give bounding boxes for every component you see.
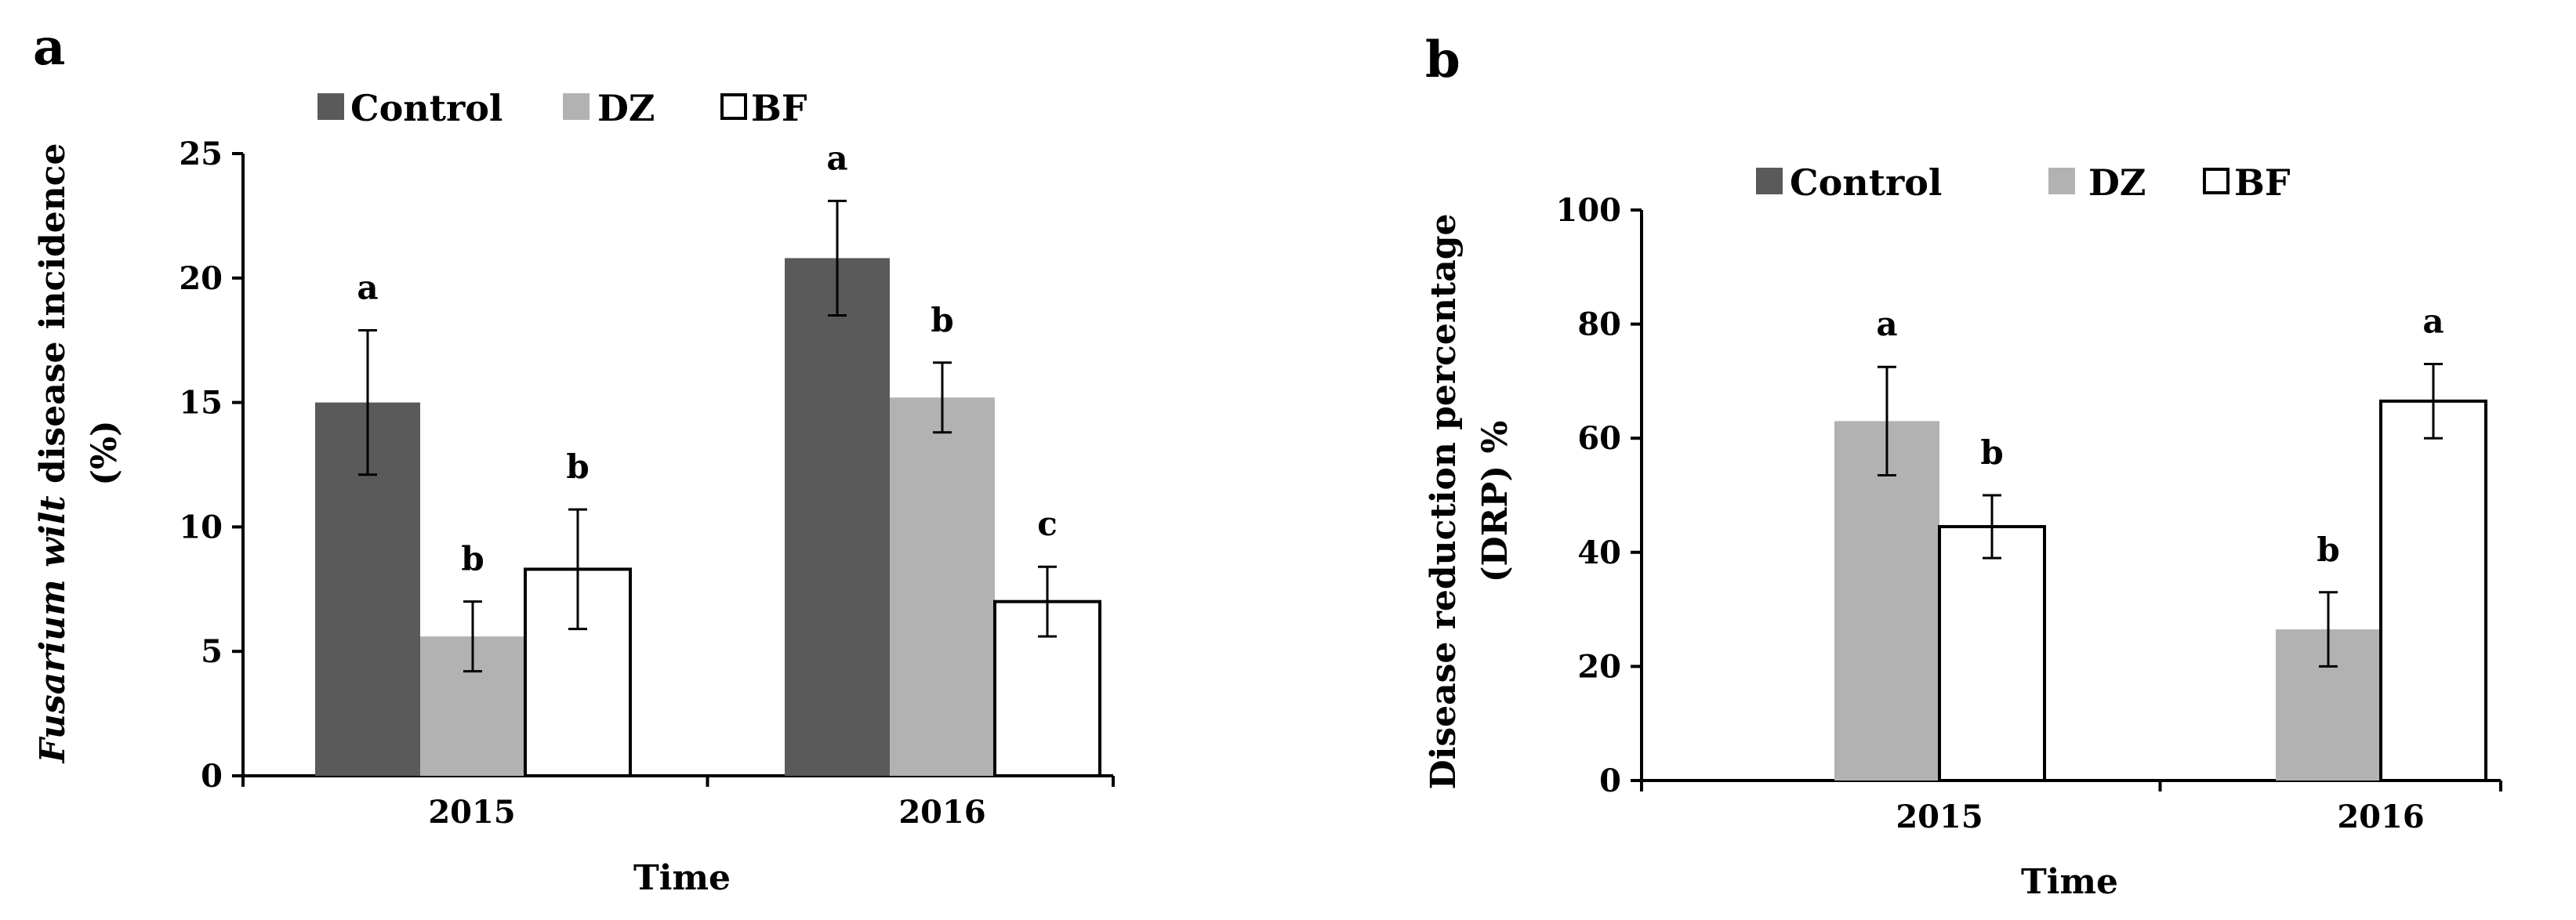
x-tick-label-2015: 2015 xyxy=(1896,799,1983,835)
y-tick-label: 0 xyxy=(201,758,223,795)
y-tick-label: 10 xyxy=(179,509,223,545)
legend-label-control: Control xyxy=(1790,161,1942,204)
significance-letter: a xyxy=(357,268,378,306)
legend-swatch-control xyxy=(1756,168,1783,194)
legend-swatch-bf xyxy=(720,93,747,120)
panel-a-x-axis-title: Time xyxy=(633,858,731,898)
legend-label-bf: BF xyxy=(751,87,807,129)
significance-letter: b xyxy=(566,447,589,486)
legend-swatch-dz xyxy=(563,93,590,120)
panel-a-y-axis-title-italic: Fusarium wilt xyxy=(33,495,73,764)
significance-letter: b xyxy=(461,540,484,578)
significance-letter: b xyxy=(2317,531,2339,569)
y-tick-label: 60 xyxy=(1577,420,1621,457)
significance-letter: a xyxy=(2422,302,2444,341)
legend-label-dz: DZ xyxy=(2088,161,2146,204)
x-tick-label-2016: 2016 xyxy=(898,794,985,831)
y-tick-label: 80 xyxy=(1577,306,1621,343)
significance-letter: c xyxy=(1037,505,1058,543)
y-tick-label: 100 xyxy=(1556,192,1622,229)
legend-swatch-bf xyxy=(2203,168,2230,194)
panel-a-y-axis-title-rest: disease incidence xyxy=(33,143,73,495)
y-tick-label: 15 xyxy=(179,385,223,422)
legend-swatch-control xyxy=(317,93,344,120)
panel-b-chart: b Control DZ BF 0 20 40 60 80 100 2015 2016 a b b a… xyxy=(1424,31,2502,902)
y-tick-label: 20 xyxy=(179,260,223,297)
y-tick-label: 5 xyxy=(201,633,223,670)
panel-a-label: a xyxy=(33,18,65,77)
significance-letter: a xyxy=(826,139,847,177)
bar-control-2016 xyxy=(785,258,890,777)
bar-dz-2016 xyxy=(890,397,995,776)
x-tick-label-2016: 2016 xyxy=(2337,799,2424,835)
x-tick-label-2015: 2015 xyxy=(428,794,515,831)
significance-letter: b xyxy=(1980,433,2003,472)
y-tick-label: 40 xyxy=(1577,534,1621,571)
y-tick-label: 0 xyxy=(1599,762,1621,799)
panel-a-legend: Control DZ BF xyxy=(317,87,807,129)
y-tick-label: 25 xyxy=(179,136,223,172)
bar-dz-2015 xyxy=(1834,421,1939,781)
significance-letter: a xyxy=(1876,305,1897,343)
panel-b-label: b xyxy=(1425,31,1460,89)
legend-label-dz: DZ xyxy=(597,87,655,129)
panel-b-y-axis-title-line1: Disease reduction percentage xyxy=(1424,214,1464,790)
bar-bf-2015 xyxy=(1938,525,2046,782)
bar-bf-2016 xyxy=(2379,399,2487,782)
significance-letter: b xyxy=(931,301,953,339)
legend-label-bf: BF xyxy=(2234,161,2291,204)
panel-a-y-axis-title-line2: (%) xyxy=(85,420,125,485)
legend-swatch-dz xyxy=(2048,168,2075,194)
panel-a-chart: a Control DZ BF 0 5 10 15 20 25 2015 2016 a b b a b c… xyxy=(33,18,1115,898)
panel-a-y-axis-title-line1: Fusarium wilt disease incidence xyxy=(33,143,73,764)
panel-b-legend: Control DZ BF xyxy=(1756,161,2291,204)
panel-b-x-axis-title: Time xyxy=(2021,862,2118,902)
panel-b-y-axis-title-line2: (DRP) % xyxy=(1475,421,1515,583)
legend-label-control: Control xyxy=(350,87,503,129)
y-tick-label: 20 xyxy=(1577,648,1621,685)
